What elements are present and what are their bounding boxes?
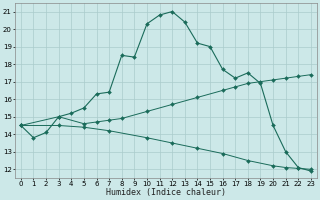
X-axis label: Humidex (Indice chaleur): Humidex (Indice chaleur) [106,188,226,197]
